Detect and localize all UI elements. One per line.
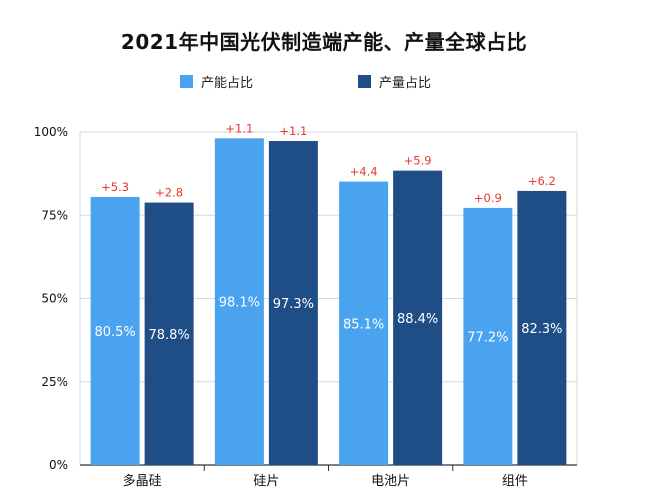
chart-title: 2021年中国光伏制造端产能、产量全球占比 (120, 30, 528, 54)
bar-delta-label: +5.9 (404, 154, 432, 168)
bar-capacity (214, 138, 264, 465)
legend-label-output: 产量占比 (379, 76, 432, 91)
bar-delta-label: +5.3 (101, 180, 129, 194)
bar-capacity (90, 196, 140, 465)
bar-value-label: 85.1% (343, 317, 384, 332)
bar-value-label: 82.3% (521, 322, 562, 337)
bar-value-label: 77.2% (467, 330, 508, 345)
x-tick-label: 组件 (502, 474, 528, 489)
y-tick-label: 100% (34, 125, 68, 139)
legend-swatch-output (358, 75, 371, 88)
legend: 产能占比 产量占比 (0, 72, 648, 92)
bar-output (268, 140, 318, 465)
bar-capacity (339, 181, 389, 465)
bar-delta-label: +4.4 (350, 165, 378, 179)
bar-delta-label: +0.9 (474, 191, 502, 205)
bar-value-label: 98.1% (219, 296, 260, 311)
y-tick-label: 0% (49, 458, 68, 472)
bar-delta-label: +2.8 (155, 186, 183, 200)
x-tick-label: 电池片 (371, 474, 410, 489)
bar-output (144, 202, 194, 465)
bar-output (393, 170, 443, 466)
bar-delta-label: +6.2 (528, 174, 556, 188)
bar-delta-label: +1.1 (225, 121, 253, 135)
bar-delta-label: +1.1 (279, 124, 307, 138)
bar-output (517, 190, 567, 466)
legend-label-capacity: 产能占比 (201, 76, 254, 91)
bar-capacity (463, 207, 513, 465)
bar-value-label: 78.8% (148, 328, 189, 343)
bar-value-label: 80.5% (94, 325, 135, 340)
x-tick-label: 多晶硅 (123, 473, 162, 489)
y-tick-label: 50% (41, 292, 68, 306)
y-tick-label: 25% (41, 375, 68, 389)
legend-item-output: 产量占比 (358, 72, 431, 91)
bar-value-label: 97.3% (273, 297, 314, 312)
x-tick-label: 硅片 (253, 474, 279, 489)
legend-item-capacity: 产能占比 (180, 72, 253, 91)
bar-value-label: 88.4% (397, 312, 438, 327)
y-tick-label: 75% (41, 208, 68, 222)
legend-swatch-capacity (180, 75, 193, 88)
